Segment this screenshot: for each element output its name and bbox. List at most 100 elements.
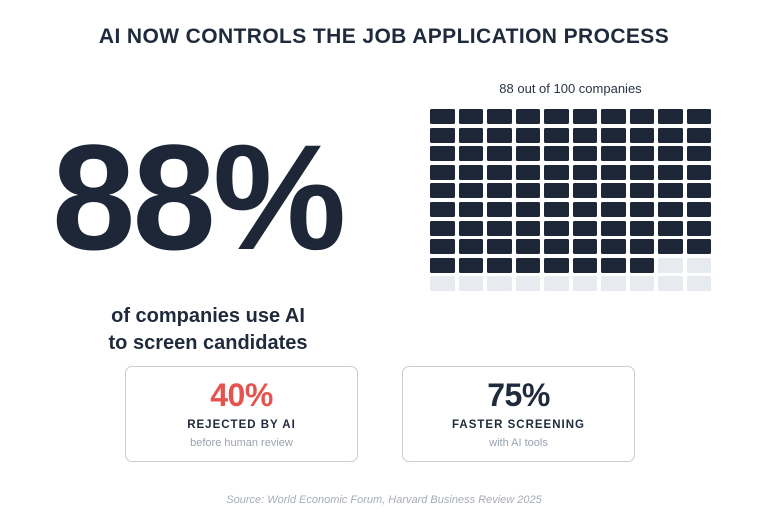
waffle-cell — [629, 183, 654, 199]
waffle-cell — [601, 164, 626, 180]
waffle-cell — [629, 146, 654, 162]
waffle-cell — [430, 201, 455, 217]
waffle-cell — [658, 220, 683, 236]
stat-card-subtext: before human review — [190, 436, 293, 449]
waffle-cell — [458, 109, 483, 124]
waffle-cell — [515, 164, 540, 180]
waffle-cell — [487, 146, 512, 162]
waffle-cell — [572, 239, 597, 255]
waffle-cell — [487, 201, 512, 217]
stat-card-subtext: with AI tools — [489, 436, 548, 449]
waffle-cell — [515, 127, 540, 143]
waffle-cell — [601, 220, 626, 236]
waffle-cell — [515, 220, 540, 236]
waffle-cell — [458, 257, 483, 273]
waffle-cell — [487, 164, 512, 180]
waffle-cell — [601, 201, 626, 217]
waffle-cell — [658, 239, 683, 255]
waffle-cell — [544, 109, 569, 124]
waffle-cell — [458, 183, 483, 199]
hero-caption-line2: to screen candidates — [108, 332, 308, 354]
waffle-cell — [601, 239, 626, 255]
waffle-cell — [686, 276, 711, 292]
waffle-cell — [686, 109, 711, 124]
waffle-cell — [658, 257, 683, 273]
waffle-chart-label: 88 out of 100 companies — [499, 81, 642, 96]
waffle-cell — [458, 127, 483, 143]
waffle-cell — [572, 127, 597, 143]
waffle-cell — [430, 146, 455, 162]
hero-stat-value: 88% — [52, 113, 346, 281]
waffle-cell — [658, 109, 683, 124]
waffle-cell — [430, 239, 455, 255]
stat-card-screening: 75% FASTER SCREENING with AI tools — [402, 366, 635, 462]
waffle-cell — [686, 257, 711, 273]
waffle-cell — [515, 109, 540, 124]
waffle-cell — [430, 127, 455, 143]
waffle-cell — [629, 220, 654, 236]
waffle-cell — [544, 276, 569, 292]
stat-card-label: REJECTED BY AI — [187, 418, 296, 431]
waffle-cell — [430, 257, 455, 273]
waffle-cell — [487, 239, 512, 255]
waffle-cell — [686, 201, 711, 217]
stat-card-label: FASTER SCREENING — [452, 418, 585, 431]
waffle-cell — [629, 257, 654, 273]
waffle-cell — [572, 220, 597, 236]
waffle-cell — [572, 109, 597, 124]
waffle-cell — [430, 276, 455, 292]
waffle-cell — [458, 146, 483, 162]
hero-caption-line1: of companies use AI — [111, 305, 305, 327]
waffle-cell — [515, 276, 540, 292]
waffle-cell — [572, 201, 597, 217]
source-attribution: Source: World Economic Forum, Harvard Bu… — [226, 494, 542, 506]
hero-stat-caption: of companies use AI to screen candidates — [83, 303, 333, 357]
waffle-cell — [601, 257, 626, 273]
waffle-cell — [487, 220, 512, 236]
waffle-cell — [430, 109, 455, 124]
waffle-cell — [544, 127, 569, 143]
waffle-cell — [658, 183, 683, 199]
waffle-cell — [629, 201, 654, 217]
waffle-cell — [658, 146, 683, 162]
waffle-cell — [458, 164, 483, 180]
waffle-cell — [544, 239, 569, 255]
waffle-cell — [686, 183, 711, 199]
waffle-cell — [515, 257, 540, 273]
waffle-cell — [487, 257, 512, 273]
waffle-cell — [658, 127, 683, 143]
waffle-cell — [544, 146, 569, 162]
waffle-cell — [658, 164, 683, 180]
waffle-cell — [686, 164, 711, 180]
waffle-cell — [658, 201, 683, 217]
waffle-cell — [601, 183, 626, 199]
waffle-cell — [544, 201, 569, 217]
waffle-cell — [601, 276, 626, 292]
waffle-cell — [629, 164, 654, 180]
waffle-cell — [430, 164, 455, 180]
waffle-cell — [572, 276, 597, 292]
waffle-cell — [658, 276, 683, 292]
waffle-cell — [458, 220, 483, 236]
waffle-cell — [629, 127, 654, 143]
waffle-cell — [544, 220, 569, 236]
waffle-cell — [572, 183, 597, 199]
waffle-cell — [629, 109, 654, 124]
waffle-cell — [487, 127, 512, 143]
stat-card-rejected: 40% REJECTED BY AI before human review — [125, 366, 358, 462]
waffle-cell — [487, 109, 512, 124]
waffle-cell — [515, 239, 540, 255]
waffle-grid — [430, 109, 711, 292]
waffle-cell — [544, 164, 569, 180]
waffle-cell — [686, 239, 711, 255]
waffle-cell — [686, 220, 711, 236]
waffle-cell — [572, 146, 597, 162]
waffle-cell — [686, 146, 711, 162]
waffle-cell — [487, 276, 512, 292]
waffle-cell — [686, 127, 711, 143]
waffle-cell — [544, 257, 569, 273]
waffle-cell — [430, 220, 455, 236]
waffle-cell — [458, 201, 483, 217]
waffle-cell — [629, 239, 654, 255]
